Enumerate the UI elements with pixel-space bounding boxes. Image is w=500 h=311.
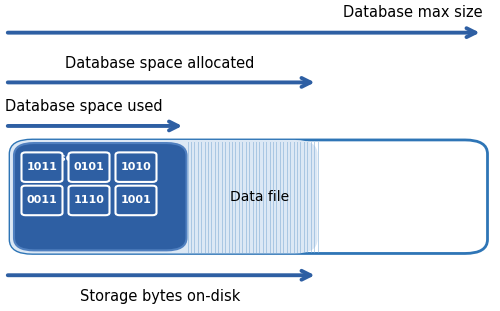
FancyBboxPatch shape	[10, 140, 318, 253]
FancyBboxPatch shape	[68, 152, 110, 182]
FancyBboxPatch shape	[116, 152, 156, 182]
Text: 1010: 1010	[120, 162, 152, 172]
Text: Database space allocated: Database space allocated	[66, 56, 254, 71]
Text: 1011: 1011	[26, 162, 58, 172]
FancyBboxPatch shape	[10, 140, 488, 253]
FancyBboxPatch shape	[68, 186, 110, 215]
Text: Storage bytes on-disk: Storage bytes on-disk	[80, 289, 240, 304]
Text: 0101: 0101	[74, 162, 104, 172]
Text: 1110: 1110	[74, 195, 104, 206]
FancyBboxPatch shape	[22, 186, 62, 215]
Text: 1001: 1001	[120, 195, 152, 206]
FancyBboxPatch shape	[116, 186, 156, 215]
Text: Database space used: Database space used	[5, 99, 162, 114]
FancyBboxPatch shape	[22, 152, 62, 182]
Text: 0011: 0011	[26, 195, 58, 206]
Text: Data file: Data file	[230, 189, 290, 204]
FancyBboxPatch shape	[14, 143, 186, 250]
Text: Database max size: Database max size	[343, 5, 482, 20]
Text: Used data pages: Used data pages	[50, 153, 150, 163]
